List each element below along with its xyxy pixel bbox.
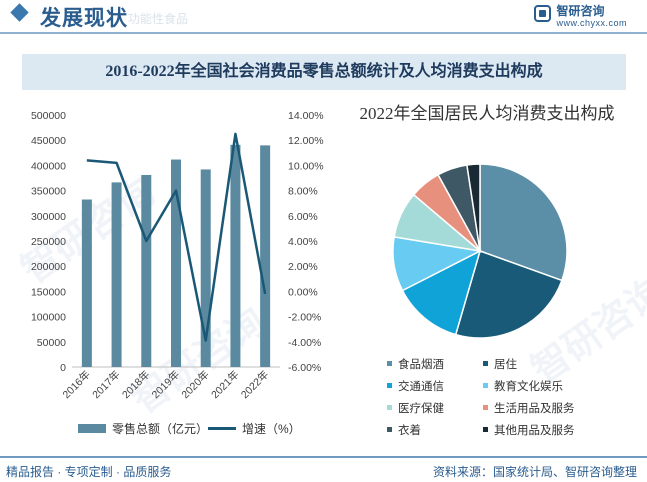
left-axis-tick-label: 450000 xyxy=(31,135,66,147)
charts-canvas: 0 50000 100000 150000 200000 250000 300000 3500… xyxy=(31,110,568,401)
right-axis-tick-label: 8.00% xyxy=(288,186,318,198)
left-axis-tick-label: 400000 xyxy=(31,160,66,172)
legend-swatch xyxy=(483,427,488,433)
pie-legend-item: 其他用品及服务 xyxy=(483,424,575,438)
logo-url: www.chyxx.com xyxy=(556,18,627,28)
faded-background-text: 功能性食品 xyxy=(128,12,189,26)
legend-label: 教育文化娱乐 xyxy=(494,381,563,393)
legend-label: 其他用品及服务 xyxy=(494,425,575,437)
x-axis-tick-label: 2018年 xyxy=(119,368,152,401)
legend-item-retail: 零售总额（亿元） xyxy=(78,421,208,437)
x-axis-tick-label: 2022年 xyxy=(238,368,271,401)
left-axis-tick-label: 200000 xyxy=(31,261,66,273)
legend-swatch xyxy=(387,405,392,411)
pie-chart-title: 2022年全国居民人均消费支出构成 xyxy=(359,104,615,123)
logo-name: 智研咨询 xyxy=(556,4,605,18)
legend-label: 居住 xyxy=(494,359,517,371)
pie-legend-item: 交通通信 xyxy=(387,380,444,394)
bar xyxy=(230,144,241,367)
left-axis-tick-label: 0 xyxy=(60,362,66,374)
header: 发展现状 功能性食品 智研咨询 www.chyxx.com xyxy=(0,0,647,36)
x-axis-tick-label: 2017年 xyxy=(90,368,123,401)
right-axis-tick-label: 0.00% xyxy=(288,286,318,298)
right-axis-tick-label: 4.00% xyxy=(288,236,318,248)
legend-item-growth: 增速（%） xyxy=(208,421,301,437)
pie-legend-item: 生活用品及服务 xyxy=(483,402,575,416)
legend-swatch xyxy=(387,361,392,367)
legend-label: 生活用品及服务 xyxy=(494,403,575,415)
footer-tagline: 精品报告 · 专项定制 · 品质服务 xyxy=(6,465,172,479)
left-axis-tick-label: 100000 xyxy=(31,312,66,324)
legend-label: 医疗保健 xyxy=(398,403,444,415)
legend-bar-swatch xyxy=(78,424,106,434)
pie-slice xyxy=(479,163,568,282)
growth-line xyxy=(86,132,267,342)
legend-swatch xyxy=(387,427,392,433)
right-axis-tick-label: 6.00% xyxy=(288,211,318,223)
footer: 精品报告 · 专项定制 · 品质服务 资料来源：国家统计局、智研咨询整理 xyxy=(0,456,647,482)
x-axis-tick-label: 2020年 xyxy=(179,368,212,401)
bar xyxy=(260,145,271,367)
bar xyxy=(81,199,92,367)
pie-legend-item: 衣着 xyxy=(387,424,421,438)
left-axis-tick-label: 150000 xyxy=(31,286,66,298)
right-axis-tick-label: -6.00% xyxy=(288,362,321,374)
right-axis-tick-label: 12.00% xyxy=(288,135,324,147)
logo-icon xyxy=(534,5,552,22)
brand-logo: 智研咨询 www.chyxx.com xyxy=(534,4,627,29)
left-axis-tick-label: 250000 xyxy=(31,236,66,248)
left-axis-tick-label: 300000 xyxy=(31,211,66,223)
pie-slice xyxy=(454,250,563,339)
legend-swatch xyxy=(483,361,488,367)
right-axis-tick-label: -2.00% xyxy=(288,312,321,324)
legend-label: 衣着 xyxy=(398,425,421,437)
chart-title: 2016-2022年全国社会消费品零售总额统计及人均消费支出构成 xyxy=(105,63,543,80)
pie-legend-item: 教育文化娱乐 xyxy=(483,380,563,394)
right-axis-tick-label: 14.00% xyxy=(288,110,324,122)
right-axis-tick-label: 10.00% xyxy=(288,160,324,172)
bar xyxy=(111,182,122,367)
legend-label: 零售总额（亿元） xyxy=(112,422,209,436)
legend-swatch xyxy=(483,405,488,411)
legend-swatch xyxy=(483,383,488,389)
legend-line-swatch xyxy=(208,427,236,431)
legend-swatch xyxy=(387,383,392,389)
section-title: 发展现状 xyxy=(40,6,128,30)
right-axis-tick-label: -4.00% xyxy=(288,337,321,349)
pie-slice xyxy=(401,249,482,336)
x-axis-tick-label: 2021年 xyxy=(208,368,241,401)
chart-banner: 2016-2022年全国社会消费品零售总额统计及人均消费支出构成 xyxy=(22,54,626,90)
x-axis-tick-label: 2019年 xyxy=(149,368,182,401)
bar xyxy=(171,159,181,367)
left-axis-tick-label: 500000 xyxy=(31,110,66,122)
legend-label: 食品烟酒 xyxy=(398,359,444,371)
left-axis-tick-label: 50000 xyxy=(37,337,66,349)
right-axis-tick-label: 2.00% xyxy=(288,261,318,273)
pie-legend-item: 医疗保健 xyxy=(387,402,444,416)
pie-legend-item: 食品烟酒 xyxy=(387,358,444,372)
legend-label: 增速（%） xyxy=(242,422,301,436)
pie-legend-item: 居住 xyxy=(483,358,517,372)
bar xyxy=(200,169,211,367)
left-axis-tick-label: 350000 xyxy=(31,186,66,198)
footer-source: 资料来源：国家统计局、智研咨询整理 xyxy=(432,465,637,479)
header-divider xyxy=(0,32,647,34)
pie-slice xyxy=(466,163,481,252)
bar xyxy=(141,174,152,367)
legend-label: 交通通信 xyxy=(398,381,444,393)
